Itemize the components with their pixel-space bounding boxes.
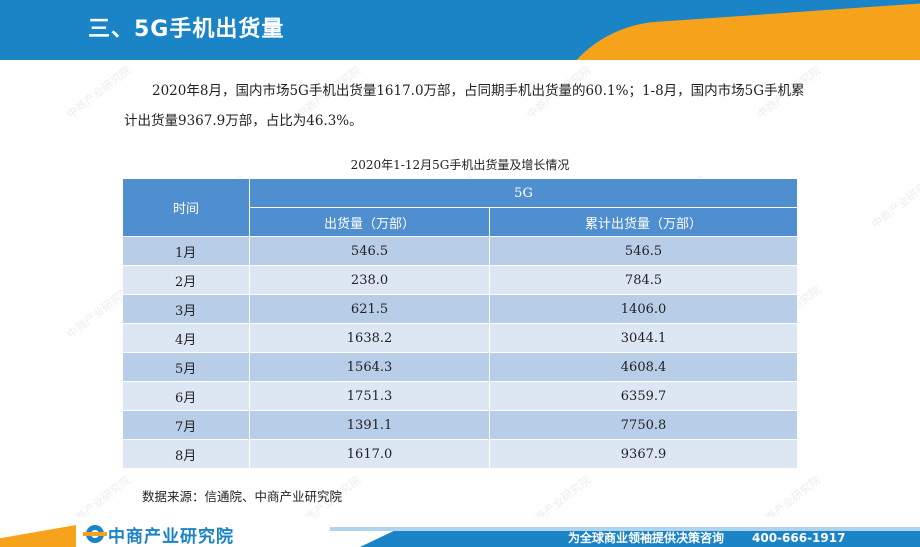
footer-bar: 中商产业研究院 为全球商业领袖提供决策咨询 400-666-1917 — [0, 517, 920, 547]
page-title: 三、5G手机出货量 — [88, 17, 285, 42]
cumulative-cell: 4608.4 — [489, 352, 798, 382]
shipment-cell: 621.5 — [248, 294, 491, 324]
summary-text: 2020年8月，国内市场5G手机出货量1617.0万部，占同期手机出货量的60.… — [124, 83, 805, 129]
shipment-cell: 1391.1 — [248, 410, 491, 440]
table-row: 5月 1564.3 4608.4 — [122, 352, 798, 382]
shipment-cell: 1751.3 — [248, 381, 491, 411]
shipment-table: 时间 5G 出货量（万部） 累计出货量（万部） 1月 546.5 546.5 2月 23… — [122, 178, 798, 469]
cumulative-cell: 1406.0 — [489, 294, 798, 324]
table-caption: 2020年1-12月5G手机出货量及增长情况 — [350, 158, 570, 172]
month-cell: 5月 — [122, 352, 250, 382]
shipment-cell: 1617.0 — [248, 439, 491, 469]
cumulative-cell: 546.5 — [489, 236, 798, 266]
shipment-cell: 1638.2 — [248, 323, 491, 353]
header-divider — [0, 60, 920, 64]
logo-icon — [83, 525, 107, 543]
month-cell: 2月 — [122, 265, 250, 295]
data-source-note: 数据来源：信通院、中商产业研究院 — [142, 489, 343, 504]
shipment-cell: 1564.3 — [248, 352, 491, 382]
month-cell: 1月 — [122, 236, 250, 266]
table-row: 8月 1617.0 9367.9 — [122, 439, 798, 469]
month-cell: 8月 — [122, 439, 250, 469]
table-row: 3月 621.5 1406.0 — [122, 294, 798, 324]
cumulative-cell: 9367.9 — [489, 439, 798, 469]
header-time: 时间 — [122, 178, 250, 237]
watermark-text: 中商产业研究院 — [869, 173, 920, 232]
table-row: 2月 238.0 784.5 — [122, 265, 798, 295]
header-banner: 三、5G手机出货量 — [0, 0, 920, 64]
footer-phone: 400-666-1917 — [752, 531, 846, 545]
month-cell: 6月 — [122, 381, 250, 411]
month-cell: 3月 — [122, 294, 250, 324]
shipment-cell: 238.0 — [248, 265, 491, 295]
cumulative-cell: 784.5 — [489, 265, 798, 295]
company-logo: 中商产业研究院 — [83, 523, 234, 547]
table-body: 1月 546.5 546.5 2月 238.0 784.5 3月 621.5 1406.0 4月 1… — [122, 236, 798, 469]
table-row: 7月 1391.1 7750.8 — [122, 410, 798, 440]
footer-blue-strip — [330, 527, 920, 531]
watermark-text: 中商产业研究院 — [524, 473, 594, 517]
header-5g-group: 5G — [249, 178, 798, 208]
logo-text: 中商产业研究院 — [108, 526, 234, 547]
watermark-text: 中商产业研究院 — [64, 473, 134, 517]
cumulative-cell: 7750.8 — [489, 410, 798, 440]
table-row: 1月 546.5 546.5 — [122, 236, 798, 266]
header-cumulative: 累计出货量（万部） — [489, 207, 798, 237]
table-row: 6月 1751.3 6359.7 — [122, 381, 798, 411]
watermark-text: 中商产业研究院 — [754, 473, 824, 517]
shipment-cell: 546.5 — [248, 236, 491, 266]
month-cell: 4月 — [122, 323, 250, 353]
month-cell: 7月 — [122, 410, 250, 440]
footer-blue-band — [360, 531, 920, 547]
cumulative-cell: 3044.1 — [489, 323, 798, 353]
summary-paragraph: 2020年8月，国内市场5G手机出货量1617.0万部，占同期手机出货量的60.… — [124, 76, 814, 136]
table-row: 4月 1638.2 3044.1 — [122, 323, 798, 353]
cumulative-cell: 6359.7 — [489, 381, 798, 411]
footer-orange-wedge — [0, 525, 76, 547]
footer-slogan: 为全球商业领袖提供决策咨询 — [568, 531, 725, 545]
header-shipment: 出货量（万部） — [248, 207, 491, 237]
